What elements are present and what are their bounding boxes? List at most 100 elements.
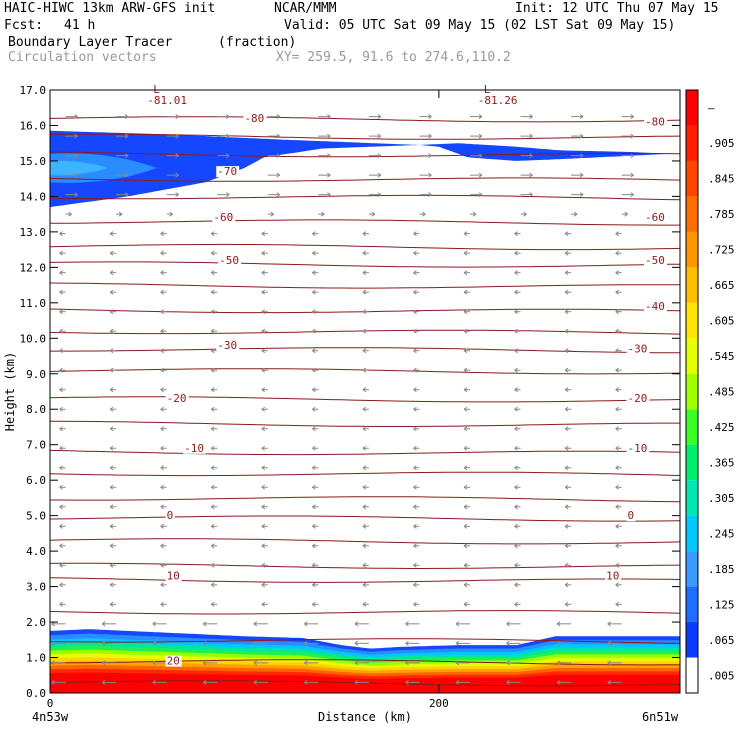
wind-vector-head [463, 309, 468, 315]
wind-vector-head [615, 328, 619, 334]
wind-vector-head [312, 309, 316, 315]
wind-vector-head [607, 679, 611, 685]
wind-vector-head [59, 426, 63, 432]
wind-vector-head [455, 660, 460, 666]
wind-vector-head [564, 328, 569, 334]
temp-contour-22 [49, 610, 681, 615]
contour-label-bg-18 [165, 570, 182, 582]
wind-vector-head [101, 679, 106, 685]
wind-vector-head [210, 601, 215, 607]
wind-vector-head [362, 562, 367, 568]
y-tick-label-16: 16.0 [20, 119, 47, 132]
wind-vector-head [463, 445, 468, 451]
wind-vector-head [529, 192, 533, 198]
wind-vector-head [202, 621, 207, 627]
wind-vector-head [413, 406, 417, 412]
wind-vector-head [514, 445, 518, 451]
wind-vector-head [564, 426, 569, 432]
contour-label-6: -60 [645, 211, 665, 224]
wind-vector-head [124, 153, 129, 159]
wind-vector-head [276, 133, 281, 139]
y-tick-label-2: 2.0 [26, 616, 46, 629]
wind-vector-head [152, 679, 156, 685]
y-tick-label-15: 15.0 [20, 155, 47, 168]
wind-vector-head [261, 601, 266, 607]
wind-vector-head [51, 660, 55, 666]
wind-vector-head [377, 192, 382, 198]
org-title: NCAR/MMM [274, 1, 337, 16]
colorbar-label-4: .245 [708, 527, 735, 540]
wind-vector-head [405, 621, 409, 627]
wind-vector-head [607, 621, 611, 627]
wind-vector-head [463, 270, 468, 276]
wind-vector-head [615, 250, 619, 256]
wind-vector-head [630, 172, 634, 178]
y-tick-label-4: 4.0 [26, 545, 46, 558]
contour-label-bg-9 [644, 300, 667, 312]
wind-vector-head [428, 133, 432, 139]
contour-label-20: 20 [167, 655, 180, 668]
wind-vector-head [202, 660, 207, 666]
wind-vector-head [59, 543, 63, 549]
wind-vector-head [615, 504, 619, 510]
wind-vector-head [210, 484, 215, 490]
wind-vector-head [101, 660, 106, 666]
colorbar-label-15: .905 [708, 137, 735, 150]
wind-vector-head [210, 523, 215, 529]
wind-vector-head [514, 367, 518, 373]
wind-vector-head [362, 250, 367, 256]
wind-vector-head [564, 289, 569, 295]
wind-vector-head [630, 153, 634, 159]
wind-vector-head [109, 484, 114, 490]
wind-vector-head [529, 114, 533, 120]
wind-vector-head [59, 445, 63, 451]
wind-vector-head [152, 621, 156, 627]
circulation-vectors [51, 114, 634, 685]
wind-vector-head [160, 523, 164, 529]
y-axis-label: Height (km) [3, 352, 17, 431]
wind-vector-head [109, 406, 114, 412]
contour-label-bg-6 [644, 212, 667, 224]
colorbar-label-16: – [708, 102, 715, 115]
wind-vector-head [109, 582, 114, 588]
wind-vector-head [514, 543, 518, 549]
wind-vector-head [506, 679, 510, 685]
wind-vector-head [109, 504, 114, 510]
temp-contour-14 [50, 420, 680, 427]
colorbar-swatch-3 [686, 551, 698, 587]
temp-contour-1 [49, 133, 681, 140]
wind-vector-head [74, 172, 78, 178]
wind-vector-head [304, 640, 308, 646]
x-end-label-left: 4n53w [32, 710, 69, 724]
contour-label-bg-16 [165, 510, 175, 522]
field-units: (fraction) [218, 35, 297, 50]
wind-vector-head [413, 367, 417, 373]
fcst-label: Fcst: [4, 18, 44, 33]
contour-label-bg-11 [626, 343, 650, 355]
y-tick-label-6: 6.0 [26, 474, 46, 487]
wind-vector-head [312, 543, 316, 549]
wind-vector-head [514, 504, 518, 510]
wind-vector-head [422, 211, 426, 217]
wind-vector-head [210, 426, 215, 432]
wind-vector-head [463, 426, 468, 432]
wind-vector-head [210, 465, 215, 471]
wind-vector-head [276, 172, 281, 178]
wind-vector-head [152, 660, 156, 666]
wind-vector-head [160, 582, 164, 588]
wind-vector-head [413, 348, 417, 354]
wind-vector-head [109, 270, 114, 276]
wind-vector-head [413, 523, 417, 529]
wind-vector-head [327, 133, 331, 139]
wind-vector-head [210, 231, 215, 237]
wind-vector-head [413, 426, 417, 432]
wind-vector-head [455, 621, 460, 627]
wind-vector-head [59, 601, 63, 607]
wind-vector-head [175, 172, 179, 178]
colorbar-label-1: .065 [708, 634, 735, 647]
colorbar-swatch-1 [686, 622, 698, 658]
colorbar-swatch-11 [686, 267, 698, 303]
colorbar-label-7: .425 [708, 421, 735, 434]
wind-vector-head [312, 367, 316, 373]
wind-vector-head [59, 231, 63, 237]
